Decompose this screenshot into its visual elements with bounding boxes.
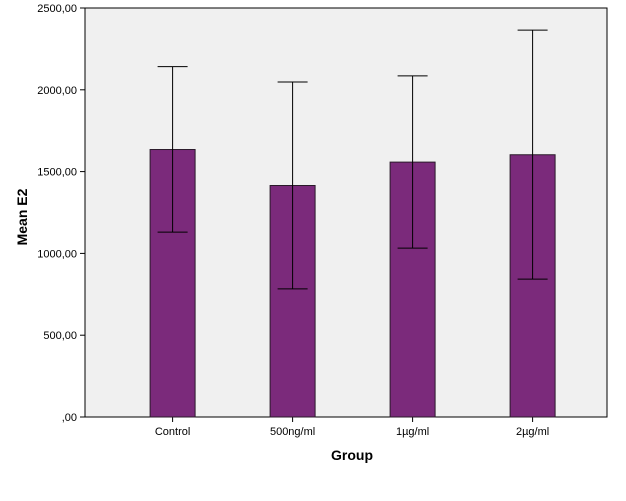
y-tick-label: 1500,00	[37, 167, 77, 179]
bar	[269, 185, 316, 418]
y-tick-label: 2000,00	[37, 85, 77, 97]
x-tick-label: Control	[155, 426, 190, 438]
bars	[149, 149, 556, 418]
y-tick-label: 500,00	[43, 330, 77, 342]
x-axis: Control 500ng/ml 1µg/ml 2µg/ml	[155, 417, 549, 438]
x-tick-label: 500ng/ml	[270, 426, 315, 438]
y-axis: ,00 500,00 1000,00 1500,00 2000,00 2500,00	[37, 3, 85, 424]
y-axis-title: Mean E2	[14, 188, 30, 245]
x-tick-label: 2µg/ml	[516, 426, 549, 438]
error-bars	[157, 29, 548, 290]
y-tick-label: ,00	[62, 412, 77, 424]
x-tick-label: 1µg/ml	[396, 426, 429, 438]
x-axis-title: Group	[331, 447, 373, 463]
y-tick-label: 2500,00	[37, 3, 77, 15]
y-tick-label: 1000,00	[37, 248, 77, 260]
